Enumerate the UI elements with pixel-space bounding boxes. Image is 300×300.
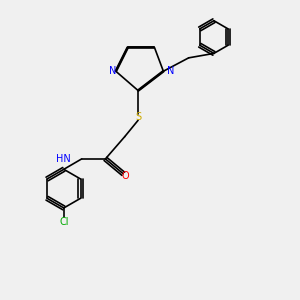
Text: S: S	[135, 112, 141, 122]
Text: N: N	[109, 66, 116, 76]
Text: Cl: Cl	[59, 217, 69, 227]
Text: O: O	[122, 171, 129, 181]
Text: N: N	[167, 66, 174, 76]
Text: HN: HN	[56, 154, 71, 164]
